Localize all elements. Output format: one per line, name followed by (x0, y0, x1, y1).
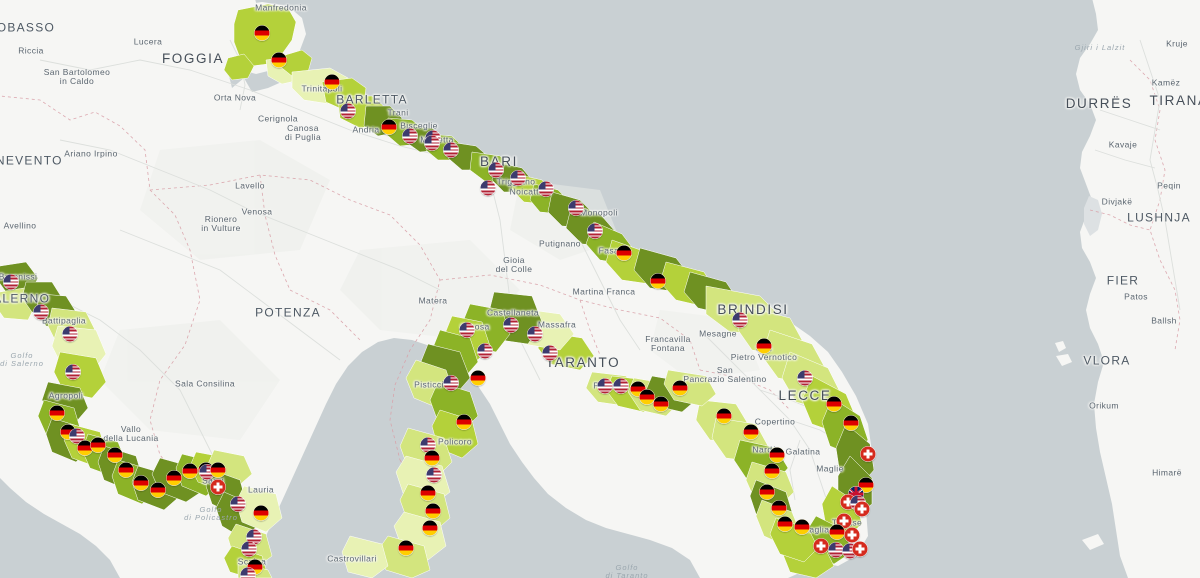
flag-marker-de[interactable] (829, 524, 845, 540)
flag-marker-us[interactable] (597, 378, 613, 394)
flag-marker-us[interactable] (732, 312, 748, 328)
flag-marker-de[interactable] (150, 482, 166, 498)
flag-marker-ch[interactable] (854, 501, 870, 517)
flag-marker-ch[interactable] (852, 541, 868, 557)
flag-marker-de[interactable] (616, 245, 632, 261)
flag-marker-de[interactable] (716, 408, 732, 424)
flag-marker-us[interactable] (510, 170, 526, 186)
flag-marker-de[interactable] (470, 370, 486, 386)
flag-marker-de[interactable] (843, 415, 859, 431)
flag-marker-de[interactable] (653, 396, 669, 412)
flag-marker-de[interactable] (118, 462, 134, 478)
flag-marker-de[interactable] (166, 470, 182, 486)
flag-marker-de[interactable] (764, 463, 780, 479)
flag-marker-us[interactable] (459, 322, 475, 338)
flag-marker-de[interactable] (107, 447, 123, 463)
flag-marker-de[interactable] (756, 338, 772, 354)
flag-marker-us[interactable] (828, 542, 844, 558)
flag-marker-de[interactable] (210, 462, 226, 478)
albania-island-3 (1082, 534, 1104, 550)
flag-marker-de[interactable] (777, 516, 793, 532)
flag-marker-de[interactable] (826, 396, 842, 412)
flag-marker-us[interactable] (587, 223, 603, 239)
flag-marker-de[interactable] (672, 380, 688, 396)
flag-marker-us[interactable] (62, 326, 78, 342)
region-poly (223, 53, 255, 81)
flag-marker-de[interactable] (794, 519, 810, 535)
flag-marker-us[interactable] (480, 180, 496, 196)
albania-lagoon (1084, 196, 1102, 236)
flag-marker-ch[interactable] (813, 538, 829, 554)
flag-marker-de[interactable] (324, 74, 340, 90)
flag-marker-ch[interactable] (860, 446, 876, 462)
flag-marker-us[interactable] (424, 135, 440, 151)
flag-marker-de[interactable] (456, 414, 472, 430)
flag-marker-us[interactable] (443, 375, 459, 391)
flag-marker-us[interactable] (69, 428, 85, 444)
flag-marker-us[interactable] (568, 200, 584, 216)
albania-island-2 (1056, 354, 1072, 366)
flag-marker-us[interactable] (230, 496, 246, 512)
flag-marker-de[interactable] (743, 424, 759, 440)
flag-marker-us[interactable] (797, 370, 813, 386)
flag-marker-us[interactable] (443, 142, 459, 158)
flag-marker-de[interactable] (422, 520, 438, 536)
flag-marker-de[interactable] (769, 447, 785, 463)
flag-marker-us[interactable] (503, 317, 519, 333)
flag-marker-us[interactable] (340, 103, 356, 119)
flag-marker-us[interactable] (426, 467, 442, 483)
flag-marker-de[interactable] (182, 463, 198, 479)
flag-marker-de[interactable] (650, 273, 666, 289)
flag-marker-us[interactable] (33, 304, 49, 320)
region-poly (341, 535, 389, 578)
flag-marker-de[interactable] (398, 540, 414, 556)
flag-marker-de[interactable] (254, 25, 270, 41)
flag-marker-us[interactable] (477, 343, 493, 359)
flag-marker-us[interactable] (241, 541, 257, 557)
flag-marker-us[interactable] (65, 364, 81, 380)
flag-marker-de[interactable] (90, 437, 106, 453)
landmass-albania (1076, 0, 1200, 578)
flag-marker-ch[interactable] (844, 527, 860, 543)
flag-marker-us[interactable] (538, 181, 554, 197)
flag-marker-de[interactable] (425, 503, 441, 519)
flag-marker-us[interactable] (527, 326, 543, 342)
flag-marker-us[interactable] (240, 567, 256, 578)
flag-marker-de[interactable] (759, 484, 775, 500)
flag-marker-us[interactable] (402, 128, 418, 144)
albania-island-4 (1124, 530, 1142, 544)
flag-marker-de[interactable] (424, 450, 440, 466)
flag-marker-de[interactable] (77, 440, 93, 456)
flag-marker-de[interactable] (420, 485, 436, 501)
flag-marker-de[interactable] (381, 119, 397, 135)
flag-marker-de[interactable] (49, 405, 65, 421)
flag-marker-de[interactable] (639, 389, 655, 405)
flag-marker-us[interactable] (488, 162, 504, 178)
flag-marker-de[interactable] (253, 505, 269, 521)
flag-marker-de[interactable] (771, 500, 787, 516)
flag-marker-us[interactable] (3, 274, 19, 290)
region-poly (663, 369, 717, 407)
flag-marker-de[interactable] (133, 475, 149, 491)
flag-marker-ch[interactable] (210, 479, 226, 495)
albania-island-1 (1055, 341, 1066, 352)
flag-marker-us[interactable] (613, 378, 629, 394)
flag-marker-us[interactable] (542, 345, 558, 361)
flag-marker-de[interactable] (271, 52, 287, 68)
